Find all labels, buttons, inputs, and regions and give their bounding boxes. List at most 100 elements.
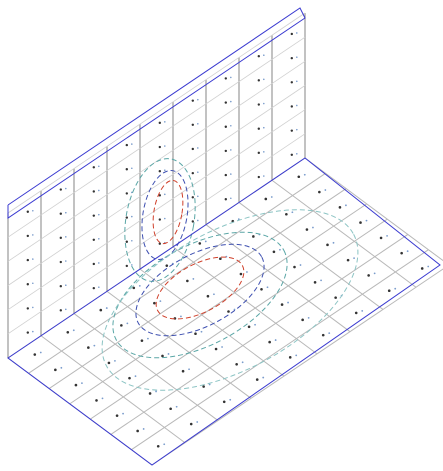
floor-point xyxy=(155,390,157,393)
wall-point xyxy=(224,173,227,177)
floor-point xyxy=(198,242,202,245)
floor-point xyxy=(365,219,368,222)
wall-point xyxy=(257,79,260,82)
floor-point xyxy=(262,376,265,379)
wall-point xyxy=(125,168,128,171)
wall-point xyxy=(131,215,133,218)
floor-point xyxy=(266,286,269,289)
wall-point xyxy=(26,331,29,334)
floor-point xyxy=(326,243,329,247)
floor-point xyxy=(95,399,98,402)
wall-point xyxy=(191,220,194,223)
floor-grid-line xyxy=(90,218,388,420)
floor-point xyxy=(136,429,139,433)
wall-point xyxy=(125,240,128,243)
wall-point xyxy=(191,99,194,102)
wall-point xyxy=(230,100,232,103)
wall-point xyxy=(92,262,96,266)
floor-grid-line xyxy=(106,290,252,399)
floor-point xyxy=(321,333,325,337)
floor-point xyxy=(74,383,78,387)
floor-point xyxy=(213,293,215,296)
floor-point xyxy=(202,385,205,388)
floor-point xyxy=(233,308,236,311)
floor-point xyxy=(227,310,230,313)
wall-point xyxy=(158,145,161,149)
wall-grid-line xyxy=(7,85,306,286)
floor-point xyxy=(254,323,256,326)
floor-point xyxy=(299,264,302,266)
wall-point xyxy=(158,242,161,245)
floor-point xyxy=(318,190,321,194)
wall-point xyxy=(197,219,199,222)
wall-point xyxy=(191,123,194,127)
floor-point xyxy=(114,359,116,362)
wall-point xyxy=(263,126,265,129)
floor-point xyxy=(60,366,63,369)
wall-point xyxy=(263,175,265,177)
wall-point xyxy=(191,196,194,199)
floor-point xyxy=(138,284,141,287)
floor-point xyxy=(305,228,309,231)
floor-point xyxy=(353,257,355,260)
floor-point xyxy=(338,206,342,209)
wall-point xyxy=(257,127,260,130)
floor-point xyxy=(246,271,248,273)
floor-point xyxy=(147,337,149,340)
wall-point xyxy=(224,149,227,153)
floor-point xyxy=(387,289,391,292)
wall-point xyxy=(230,197,232,200)
floor-point xyxy=(54,368,57,372)
floor-point xyxy=(72,329,75,332)
floor-grid-line xyxy=(48,188,347,389)
point-markers xyxy=(26,32,430,448)
floor-point xyxy=(165,264,169,267)
floor-point xyxy=(332,241,335,244)
floor-point xyxy=(320,279,322,282)
floor-point xyxy=(196,421,199,423)
floor-outline xyxy=(7,157,441,466)
wall-point xyxy=(59,260,62,264)
floor-point xyxy=(229,398,232,401)
floor-point xyxy=(181,369,185,373)
floor-point xyxy=(161,354,164,358)
wall-point xyxy=(224,101,227,104)
wall-point xyxy=(296,128,298,131)
contour xyxy=(135,243,265,337)
wall-grid-line xyxy=(7,12,306,214)
floor-point xyxy=(107,361,111,365)
wall-point xyxy=(191,147,194,151)
wall-point xyxy=(158,121,161,125)
wall-point xyxy=(65,236,67,238)
floor-point xyxy=(159,300,162,303)
wall-point xyxy=(263,151,265,153)
wall-point xyxy=(290,129,293,132)
wall-point xyxy=(92,286,96,290)
floor-point xyxy=(222,400,226,404)
wall-point xyxy=(98,286,100,288)
floor-point xyxy=(345,204,347,207)
floor-point xyxy=(312,226,314,229)
floor-grid-line xyxy=(139,268,285,377)
floor-point xyxy=(406,250,409,253)
wall-point xyxy=(92,214,96,217)
wall-point xyxy=(32,306,34,309)
wall-point xyxy=(125,143,128,147)
floor-point xyxy=(394,287,397,290)
floor-point xyxy=(134,375,137,378)
wall-point xyxy=(92,166,96,169)
wall-point xyxy=(26,210,29,213)
floor-point xyxy=(81,382,83,385)
wall-point xyxy=(224,198,227,201)
floor-point xyxy=(264,197,268,201)
floor-point xyxy=(132,286,136,290)
contour xyxy=(155,256,245,320)
floor-point xyxy=(247,325,251,329)
contour xyxy=(124,158,196,282)
wall-point xyxy=(32,258,34,260)
floor-point xyxy=(153,301,156,305)
floor-point xyxy=(180,315,182,318)
floor-point xyxy=(260,287,263,291)
floor-point xyxy=(169,407,172,411)
floor-point xyxy=(303,173,306,176)
